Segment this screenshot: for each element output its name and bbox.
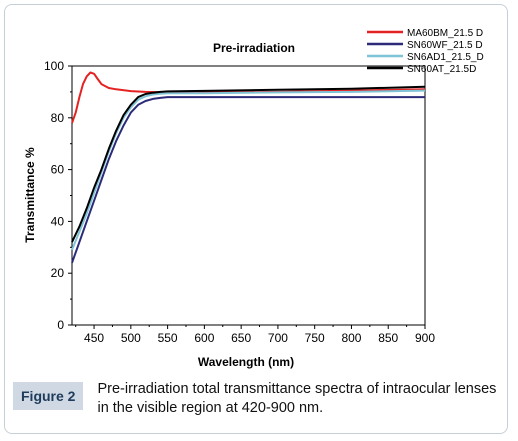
- caption-text: Pre-irradiation total transmittance spec…: [97, 381, 497, 416]
- x-tick-label: 600: [194, 331, 214, 345]
- x-tick-label: 650: [231, 331, 251, 345]
- y-tick-label: 100: [44, 59, 64, 73]
- x-tick-label: 900: [415, 331, 435, 345]
- legend-label-4: SN60AT_21.5D: [407, 64, 476, 75]
- x-tick-label: 850: [378, 331, 398, 345]
- legend-label-3: SN6AD1_21.5_D: [407, 52, 484, 63]
- y-tick-label: 0: [57, 318, 64, 332]
- x-tick-label: 700: [268, 331, 288, 345]
- y-tick-label: 60: [51, 163, 65, 177]
- series-line-4: [71, 85, 426, 243]
- x-tick-label: 450: [84, 331, 104, 345]
- plot-border: [71, 65, 426, 326]
- x-tick-label: 750: [305, 331, 325, 345]
- x-axis-title: Wavelength (nm): [198, 355, 294, 369]
- figure-label: Figure 2: [13, 382, 84, 410]
- y-tick-label: 20: [51, 266, 65, 280]
- figure-caption: Figure 2 Pre-irradiation total transmitt…: [13, 378, 505, 428]
- transmittance-chart: 450 500 550 600 650 700 750 800 850 900 0 20 40 60 80 1…: [23, 28, 484, 369]
- y-tick-label: 80: [51, 111, 65, 125]
- x-tick-label: 550: [158, 331, 178, 345]
- x-tick-label: 500: [121, 331, 141, 345]
- x-tick-label: 800: [341, 331, 361, 345]
- legend-label-2: SN60WF_21.5 D: [407, 40, 483, 51]
- series-line-3: [71, 89, 426, 251]
- series-line-2: [71, 96, 425, 264]
- plot-area: 450 500 550 600 650 700 750 800 850 900 0 20 40 60 80 1…: [44, 59, 435, 345]
- y-axis-title: Transmittance %: [23, 147, 37, 243]
- legend-label-1: MA60BM_21.5 D: [407, 28, 483, 39]
- chart-title: Pre-irradiation: [213, 41, 295, 55]
- y-tick-label: 40: [51, 214, 65, 228]
